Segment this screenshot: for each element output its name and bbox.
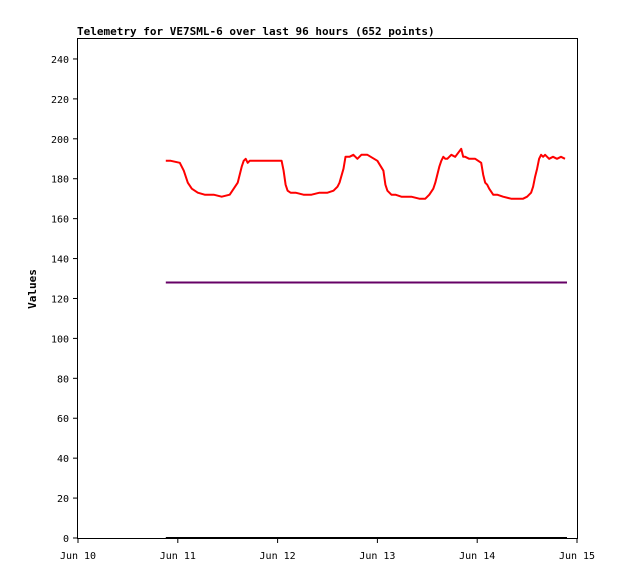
y-tick-label: 220 bbox=[51, 95, 69, 106]
series-line-1 bbox=[165, 147, 566, 200]
x-tick-label: Jun 11 bbox=[160, 551, 196, 562]
x-tick-label: Jun 13 bbox=[359, 551, 395, 562]
y-tick-label: 180 bbox=[51, 175, 69, 186]
plot-lines bbox=[165, 147, 567, 539]
y-tick-label: 40 bbox=[57, 454, 69, 465]
y-axis: 0 20 40 60 80 100 120 140 160 180 200 220 240 bbox=[51, 55, 78, 545]
x-tick-label: Jun 15 bbox=[559, 551, 595, 562]
x-axis: Jun 10 Jun 11 Jun 12 Jun 13 Jun 14 Jun 15 bbox=[60, 538, 595, 562]
y-tick-label: 160 bbox=[51, 215, 69, 226]
y-tick-label: 200 bbox=[51, 135, 69, 146]
chart-title: Telemetry for VE7SML-6 over last 96 hour… bbox=[77, 25, 435, 38]
y-tick-label: 0 bbox=[63, 534, 69, 545]
x-tick-label: Jun 14 bbox=[459, 551, 495, 562]
y-tick-label: 20 bbox=[57, 494, 69, 505]
plot-frame bbox=[77, 38, 578, 539]
x-tick-label: Jun 10 bbox=[60, 551, 96, 562]
y-tick-label: 240 bbox=[51, 55, 69, 66]
y-tick-label: 100 bbox=[51, 334, 69, 345]
y-axis-label: Values bbox=[26, 269, 39, 309]
y-tick-label: 140 bbox=[51, 255, 69, 266]
y-tick-label: 80 bbox=[57, 374, 69, 385]
x-tick-label: Jun 12 bbox=[260, 551, 296, 562]
y-tick-label: 60 bbox=[57, 414, 69, 425]
y-tick-label: 120 bbox=[51, 294, 69, 305]
